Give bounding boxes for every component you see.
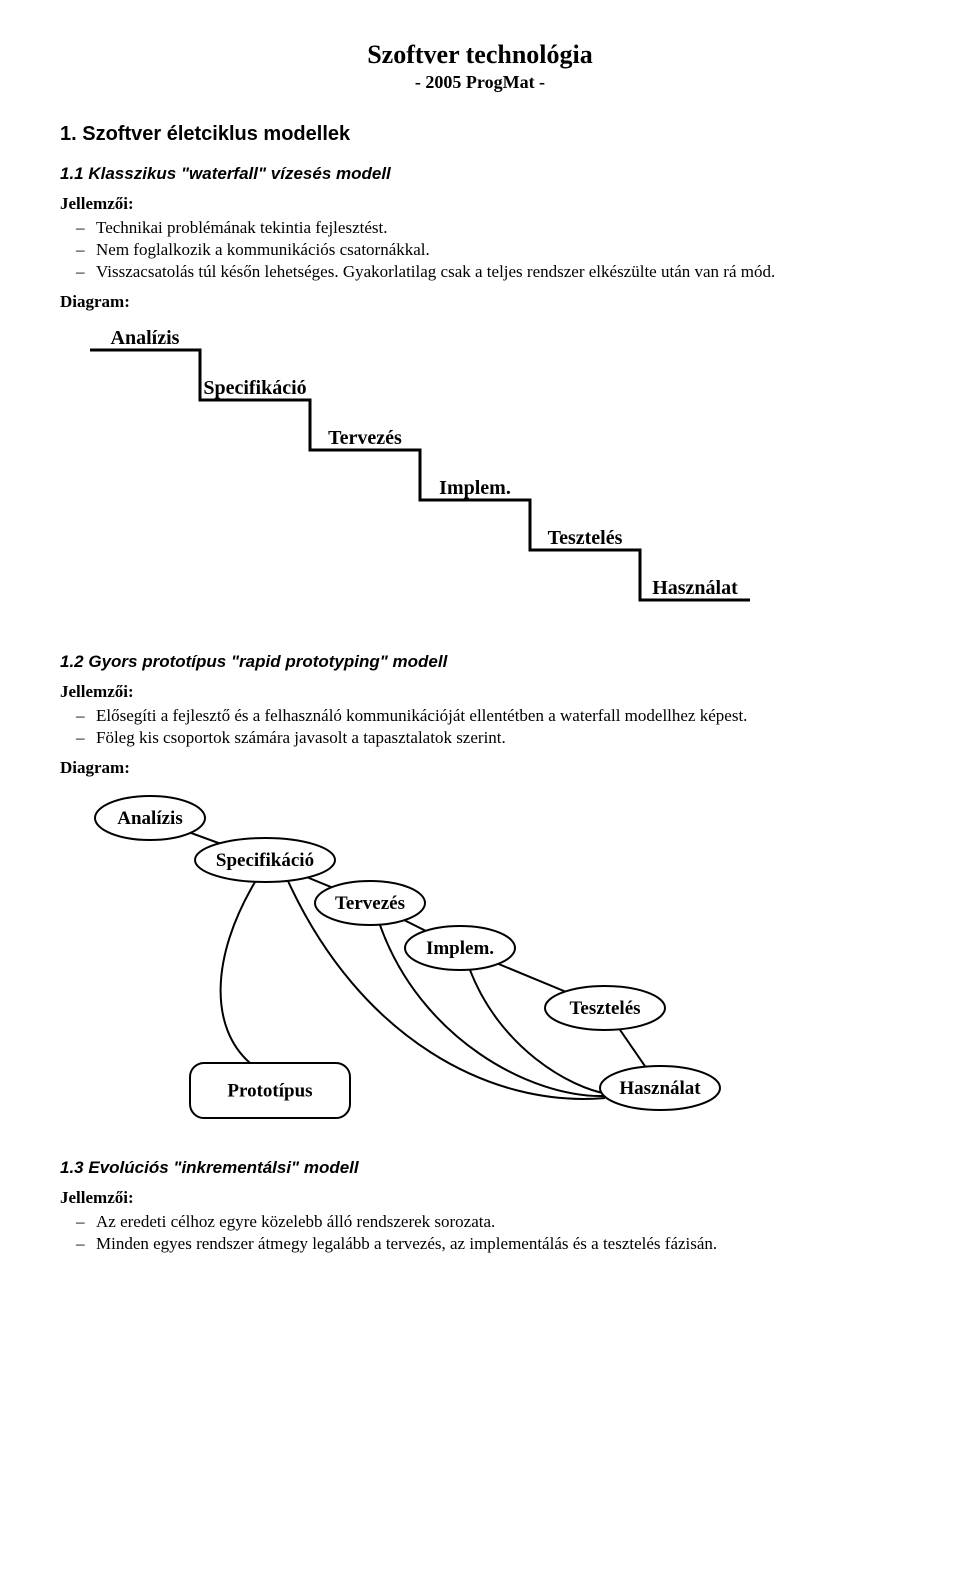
svg-text:Használat: Használat: [619, 1078, 701, 1099]
svg-text:Prototípus: Prototípus: [227, 1081, 312, 1102]
list-item: Technikai problémának tekintia fejleszté…: [96, 218, 900, 238]
features-label-1-2: Jellemzői:: [60, 682, 900, 702]
subsection-1-1-heading: 1.1 Klasszikus "waterfall" vízesés model…: [60, 164, 900, 184]
svg-text:Tervezés: Tervezés: [335, 893, 405, 914]
diagram-label-1-1: Diagram:: [60, 292, 900, 312]
page-header: Szoftver technológia - 2005 ProgMat -: [60, 40, 900, 93]
list-item: Nem foglalkozik a kommunikációs csatorná…: [96, 240, 900, 260]
svg-text:Implem.: Implem.: [439, 477, 511, 499]
svg-text:Tervezés: Tervezés: [328, 427, 402, 449]
svg-text:Tesztelés: Tesztelés: [548, 527, 623, 549]
features-label-1-3: Jellemzői:: [60, 1188, 900, 1208]
features-label-1-1: Jellemzői:: [60, 194, 900, 214]
svg-text:Implem.: Implem.: [426, 938, 494, 959]
subsection-1-2-heading: 1.2 Gyors prototípus "rapid prototyping"…: [60, 652, 900, 672]
rapid-svg: Analízis Specifikáció Tervezés Implem. Teszt…: [60, 788, 760, 1138]
list-item: Az eredeti célhoz egyre közelebb álló re…: [96, 1212, 900, 1232]
section-1-heading: 1. Szoftver életciklus modellek: [60, 123, 900, 146]
main-title: Szoftver technológia: [60, 40, 900, 70]
list-item: Visszacsatolás túl későn lehetséges. Gya…: [96, 262, 900, 282]
features-list-1-2: Elősegíti a fejlesztő és a felhasználó k…: [60, 706, 900, 748]
waterfall-svg: Analízis Specifikáció Tervezés Implem. Teszt…: [60, 322, 760, 632]
subsection-1-3-heading: 1.3 Evolúciós "inkrementálsi" modell: [60, 1158, 900, 1178]
svg-text:Specifikáció: Specifikáció: [216, 850, 314, 871]
features-list-1-1: Technikai problémának tekintia fejleszté…: [60, 218, 900, 282]
svg-text:Használat: Használat: [652, 577, 738, 599]
list-item: Elősegíti a fejlesztő és a felhasználó k…: [96, 706, 900, 726]
list-item: Föleg kis csoportok számára javasolt a t…: [96, 728, 900, 748]
waterfall-diagram: Analízis Specifikáció Tervezés Implem. Teszt…: [60, 322, 900, 632]
svg-text:Analízis: Analízis: [117, 808, 182, 829]
rapid-prototyping-diagram: Analízis Specifikáció Tervezés Implem. Teszt…: [60, 788, 900, 1138]
svg-text:Analízis: Analízis: [111, 327, 180, 349]
features-list-1-3: Az eredeti célhoz egyre közelebb álló re…: [60, 1212, 900, 1254]
diagram-label-1-2: Diagram:: [60, 758, 900, 778]
list-item: Minden egyes rendszer átmegy legalább a …: [96, 1234, 900, 1254]
svg-text:Specifikáció: Specifikáció: [203, 377, 306, 399]
svg-text:Tesztelés: Tesztelés: [569, 998, 640, 1019]
subtitle: - 2005 ProgMat -: [60, 72, 900, 93]
